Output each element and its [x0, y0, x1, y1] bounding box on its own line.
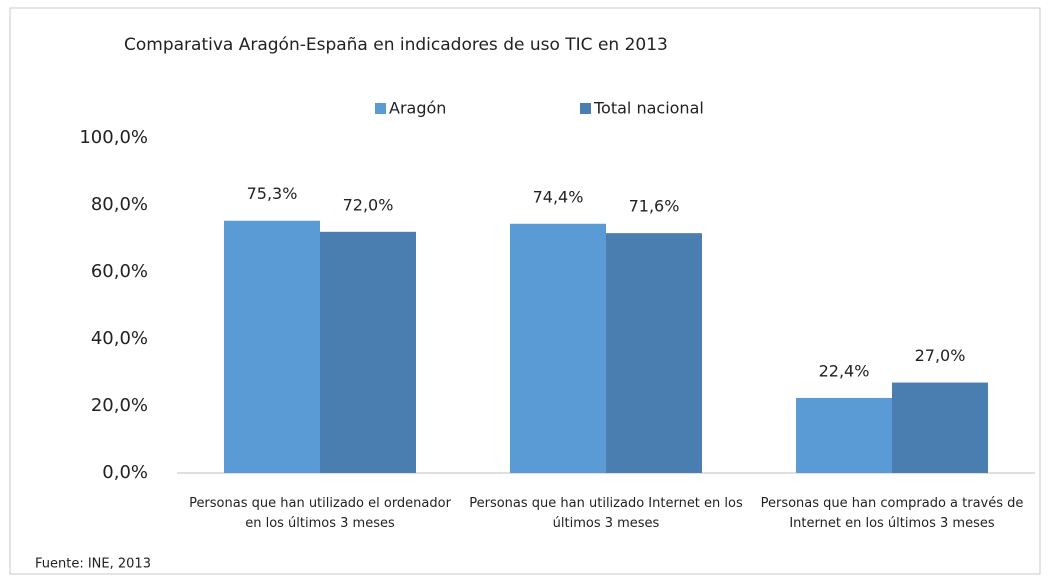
x-tick-label: Personas que han utilizado el ordenador … [189, 496, 451, 531]
data-label: 27,0% [915, 346, 966, 365]
data-label: 71,6% [629, 197, 680, 216]
x-tick-label: Personas que han utilizado Internet en l… [469, 496, 743, 531]
y-tick-label: 40,0% [91, 328, 148, 349]
legend-label: Total nacional [593, 99, 704, 118]
y-tick-label: 100,0% [79, 127, 148, 148]
legend-swatch [580, 103, 591, 114]
y-tick-label: 80,0% [91, 194, 148, 215]
y-tick-label: 0,0% [102, 462, 148, 483]
x-tick-label: Personas que han comprado a través de In… [760, 496, 1024, 531]
data-label: 75,3% [247, 184, 298, 203]
data-label: 22,4% [819, 361, 870, 380]
data-label: 72,0% [343, 195, 394, 214]
source-note: Fuente: INE, 2013 [35, 557, 151, 572]
legend-label: Aragón [389, 99, 446, 118]
y-tick-label: 60,0% [91, 261, 148, 282]
y-tick-label: 20,0% [91, 395, 148, 416]
bar [606, 233, 702, 473]
chart-title: Comparativa Aragón-España en indicadores… [124, 35, 668, 55]
bar [796, 397, 892, 473]
legend-swatch [375, 103, 386, 114]
bar [892, 382, 988, 473]
bar [224, 220, 320, 473]
data-label: 74,4% [533, 187, 584, 206]
bar [510, 223, 606, 473]
bar [320, 231, 416, 473]
